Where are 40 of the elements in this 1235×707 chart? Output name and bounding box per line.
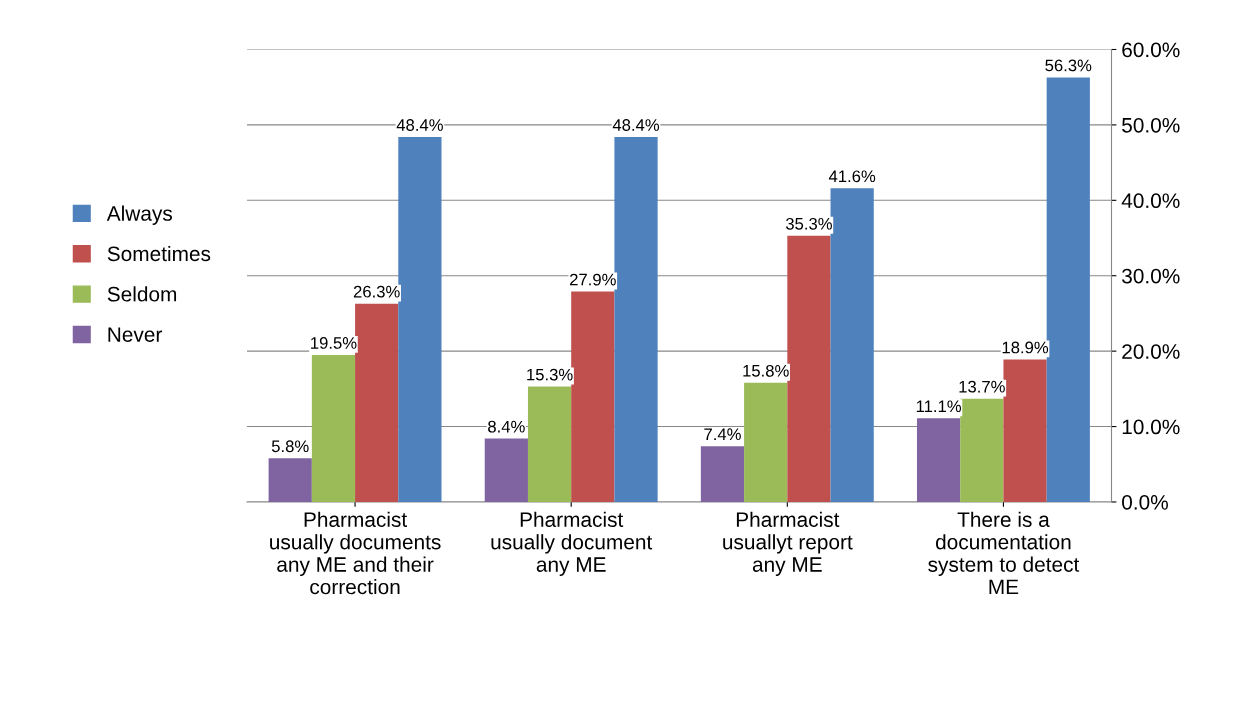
legend-label: Always <box>106 205 172 225</box>
y-tick-label: 40.0% <box>1121 193 1180 209</box>
bar <box>527 386 572 502</box>
y-tick-label: 60.0% <box>1122 42 1180 58</box>
data-label: 48.4% <box>612 119 660 131</box>
data-label: 13.7% <box>959 380 1005 393</box>
y-tick-label: 50.0% <box>1122 117 1180 133</box>
y-tick-label: 30.0% <box>1122 268 1180 284</box>
data-label: 48.4% <box>396 119 443 131</box>
bar <box>787 235 831 502</box>
legend-label: Seldom <box>107 286 177 302</box>
bar <box>355 303 399 502</box>
data-label: 56.3% <box>1045 59 1092 72</box>
data-label: 11.1% <box>916 400 962 413</box>
bar <box>484 438 528 502</box>
data-label: 41.6% <box>828 170 876 183</box>
bar <box>614 136 658 502</box>
bar <box>960 398 1004 502</box>
y-tick-label: 10.0% <box>1122 419 1180 435</box>
x-tick-label: Pharmacist usually document any ME <box>491 511 653 576</box>
data-label: 27.9% <box>570 273 616 286</box>
bar <box>916 418 961 502</box>
data-label: 18.9% <box>1002 341 1049 354</box>
x-tick-label: Pharmacist usuallyt report any ME <box>723 511 853 576</box>
data-label: 7.4% <box>704 428 741 441</box>
data-label: 15.3% <box>527 368 573 381</box>
y-tick-label: 20.0% <box>1122 344 1180 359</box>
data-label: 5.8% <box>271 440 309 453</box>
bar <box>398 136 442 502</box>
data-label: 8.4% <box>488 420 525 433</box>
data-label: 19.5% <box>311 337 357 349</box>
x-tick-label: Pharmacist usually documents any ME and their correction <box>270 511 441 595</box>
bar <box>744 382 788 502</box>
legend-label: Sometimes <box>107 245 211 262</box>
legend-label: Never <box>108 327 162 342</box>
x-tick-label: There is a documentation system to detect ME <box>928 511 1080 595</box>
data-label: 15.8% <box>743 364 789 377</box>
y-tick-label: 0.0% <box>1122 494 1168 510</box>
data-label: 26.3% <box>353 285 400 298</box>
data-label: 35.3% <box>785 217 832 230</box>
